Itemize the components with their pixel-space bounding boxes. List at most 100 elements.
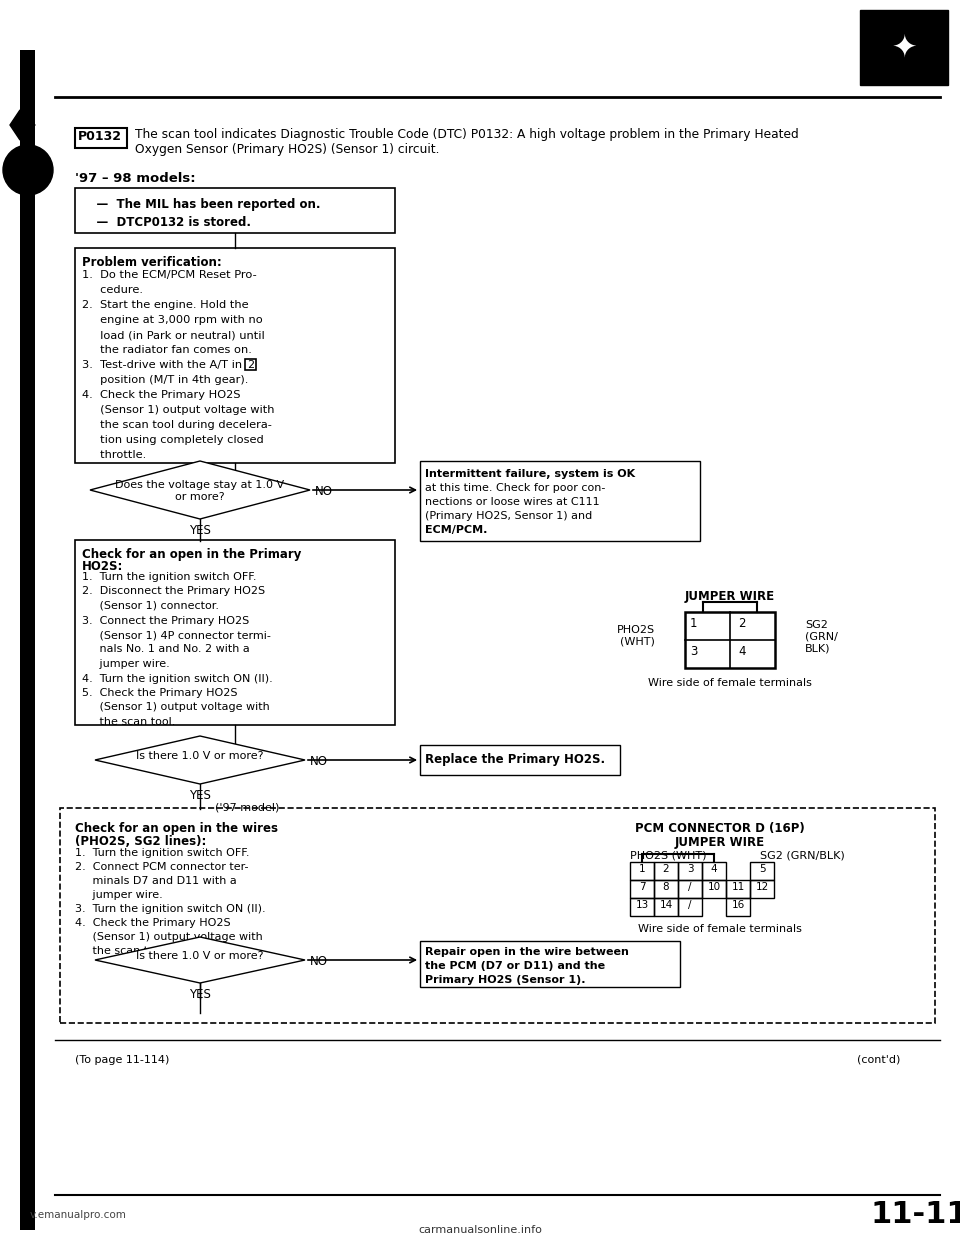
Text: position (M/T in 4th gear).: position (M/T in 4th gear). bbox=[82, 375, 249, 385]
Bar bbox=[726, 881, 750, 898]
Text: 2.  Connect PCM connector ter-: 2. Connect PCM connector ter- bbox=[75, 862, 249, 872]
Text: minals D7 and D11 with a: minals D7 and D11 with a bbox=[75, 876, 237, 886]
Text: YES: YES bbox=[189, 524, 211, 537]
Bar bbox=[75, 540, 395, 725]
Text: 3: 3 bbox=[690, 645, 697, 658]
Text: —  The MIL has been reported on.: — The MIL has been reported on. bbox=[80, 197, 321, 211]
Text: the PCM (D7 or D11) and the: the PCM (D7 or D11) and the bbox=[425, 961, 605, 971]
Bar bbox=[678, 898, 702, 917]
Text: the scan tool.: the scan tool. bbox=[82, 717, 176, 727]
Text: 2.  Start the engine. Hold the: 2. Start the engine. Hold the bbox=[82, 301, 249, 310]
Polygon shape bbox=[10, 111, 35, 140]
Bar bbox=[245, 359, 256, 370]
Bar bbox=[678, 862, 702, 881]
Bar bbox=[420, 461, 700, 542]
Text: 8: 8 bbox=[662, 882, 669, 892]
Text: 4.  Check the Primary HO2S: 4. Check the Primary HO2S bbox=[75, 918, 230, 928]
Text: PHO2S (WHT): PHO2S (WHT) bbox=[630, 850, 707, 859]
Text: Check for an open in the Primary: Check for an open in the Primary bbox=[82, 548, 301, 561]
Text: 1: 1 bbox=[638, 864, 645, 874]
Bar bbox=[750, 881, 774, 898]
Polygon shape bbox=[95, 737, 305, 784]
Bar bbox=[60, 809, 935, 1023]
Text: 5: 5 bbox=[758, 864, 765, 874]
Text: Repair open in the wire between: Repair open in the wire between bbox=[425, 946, 629, 958]
Text: Replace the Primary HO2S.: Replace the Primary HO2S. bbox=[425, 753, 605, 766]
Text: Problem verification:: Problem verification: bbox=[82, 256, 222, 270]
Text: Primary HO2S (Sensor 1).: Primary HO2S (Sensor 1). bbox=[425, 975, 586, 985]
Text: (To page 11-114): (To page 11-114) bbox=[75, 1054, 169, 1064]
Text: /: / bbox=[688, 900, 692, 910]
Text: 3.  Connect the Primary HO2S: 3. Connect the Primary HO2S bbox=[82, 616, 250, 626]
Text: engine at 3,000 rpm with no: engine at 3,000 rpm with no bbox=[82, 315, 263, 325]
Text: (PHO2S, SG2 lines):: (PHO2S, SG2 lines): bbox=[75, 835, 206, 848]
Text: (Sensor 1) 4P connector termi-: (Sensor 1) 4P connector termi- bbox=[82, 630, 271, 640]
Text: Check for an open in the wires: Check for an open in the wires bbox=[75, 822, 278, 835]
Circle shape bbox=[3, 145, 53, 195]
Text: 1.  Turn the ignition switch OFF.: 1. Turn the ignition switch OFF. bbox=[82, 573, 256, 582]
Text: 4: 4 bbox=[738, 645, 746, 658]
Bar bbox=[726, 898, 750, 917]
Bar bbox=[630, 881, 654, 898]
Text: 3.  Test-drive with the A/T in: 3. Test-drive with the A/T in bbox=[82, 360, 246, 370]
Text: Wire side of female terminals: Wire side of female terminals bbox=[638, 924, 802, 934]
Text: 12: 12 bbox=[756, 882, 769, 892]
Bar bbox=[654, 881, 678, 898]
Text: the scan tool.: the scan tool. bbox=[75, 946, 168, 956]
Text: 2.  Disconnect the Primary HO2S: 2. Disconnect the Primary HO2S bbox=[82, 586, 265, 596]
Bar bbox=[678, 881, 702, 898]
Text: '97 – 98 models:: '97 – 98 models: bbox=[75, 171, 196, 185]
Text: YES: YES bbox=[189, 789, 211, 802]
Bar bbox=[702, 881, 726, 898]
Text: carmanualsonline.info: carmanualsonline.info bbox=[418, 1225, 542, 1235]
Text: 10: 10 bbox=[708, 882, 721, 892]
Text: or more?: or more? bbox=[175, 492, 225, 502]
Bar bbox=[654, 898, 678, 917]
Text: at this time. Check for poor con-: at this time. Check for poor con- bbox=[425, 483, 606, 493]
Text: v.emanualpro.com: v.emanualpro.com bbox=[30, 1210, 127, 1220]
Text: (cont'd): (cont'd) bbox=[856, 1054, 900, 1064]
Text: nals No. 1 and No. 2 with a: nals No. 1 and No. 2 with a bbox=[82, 645, 250, 655]
Text: (Primary HO2S, Sensor 1) and: (Primary HO2S, Sensor 1) and bbox=[425, 510, 592, 520]
Bar bbox=[630, 862, 654, 881]
Text: 1.  Turn the ignition switch OFF.: 1. Turn the ignition switch OFF. bbox=[75, 848, 250, 858]
Bar bbox=[420, 941, 680, 987]
Bar bbox=[702, 862, 726, 881]
Text: tion using completely closed: tion using completely closed bbox=[82, 435, 264, 445]
Text: 4.  Check the Primary HO2S: 4. Check the Primary HO2S bbox=[82, 390, 241, 400]
Text: jumper wire.: jumper wire. bbox=[82, 660, 170, 669]
Text: P0132: P0132 bbox=[78, 130, 122, 143]
Text: 2: 2 bbox=[247, 360, 254, 370]
Text: 11-113: 11-113 bbox=[870, 1200, 960, 1230]
Text: 13: 13 bbox=[636, 900, 649, 910]
Text: NO: NO bbox=[315, 484, 333, 498]
Text: Intermittent failure, system is OK: Intermittent failure, system is OK bbox=[425, 469, 636, 479]
Text: YES: YES bbox=[189, 987, 211, 1001]
Text: cedure.: cedure. bbox=[82, 284, 143, 296]
Polygon shape bbox=[90, 461, 310, 519]
Text: The scan tool indicates Diagnostic Trouble Code (DTC) P0132: A high voltage prob: The scan tool indicates Diagnostic Troub… bbox=[135, 128, 799, 142]
Text: 2: 2 bbox=[738, 617, 746, 630]
Text: NO: NO bbox=[310, 755, 328, 768]
Bar bbox=[630, 898, 654, 917]
Text: HO2S:: HO2S: bbox=[82, 560, 124, 573]
Text: 1.  Do the ECM/PCM Reset Pro-: 1. Do the ECM/PCM Reset Pro- bbox=[82, 270, 256, 279]
Text: 4: 4 bbox=[710, 864, 717, 874]
Text: JUMPER WIRE: JUMPER WIRE bbox=[684, 590, 775, 604]
Text: 14: 14 bbox=[660, 900, 673, 910]
Text: (Sensor 1) output voltage with: (Sensor 1) output voltage with bbox=[82, 703, 270, 713]
Bar bbox=[860, 10, 948, 84]
Text: the scan tool during decelera-: the scan tool during decelera- bbox=[82, 420, 272, 430]
Text: /: / bbox=[688, 882, 692, 892]
Text: 1: 1 bbox=[690, 617, 698, 630]
Text: 7: 7 bbox=[638, 882, 645, 892]
Text: 3.  Turn the ignition switch ON (II).: 3. Turn the ignition switch ON (II). bbox=[75, 904, 266, 914]
Text: NO: NO bbox=[310, 955, 328, 968]
Text: JUMPER WIRE: JUMPER WIRE bbox=[675, 836, 765, 850]
Text: (Sensor 1) output voltage with: (Sensor 1) output voltage with bbox=[82, 405, 275, 415]
Text: load (in Park or neutral) until: load (in Park or neutral) until bbox=[82, 330, 265, 340]
Bar bbox=[685, 612, 775, 668]
Text: PCM CONNECTOR D (16P): PCM CONNECTOR D (16P) bbox=[636, 822, 804, 835]
Text: Is there 1.0 V or more?: Is there 1.0 V or more? bbox=[136, 951, 264, 961]
Bar bbox=[750, 862, 774, 881]
